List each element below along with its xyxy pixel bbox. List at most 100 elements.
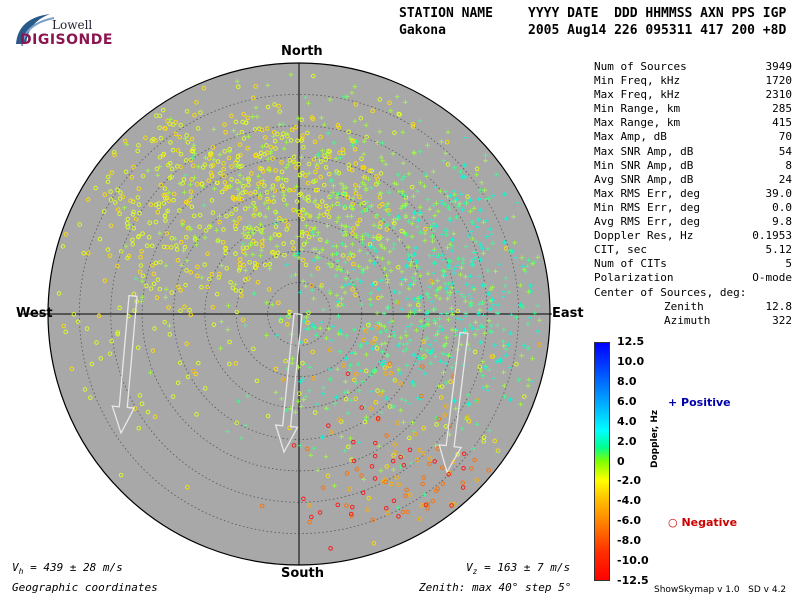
stat-value: 39.0: [765, 186, 793, 200]
positive-source: +: [348, 249, 354, 259]
positive-source: +: [259, 229, 265, 239]
positive-source: +: [352, 349, 358, 359]
negative-source: [170, 147, 176, 153]
negative-source: [160, 107, 166, 113]
negative-source: [326, 206, 331, 211]
positive-source: +: [473, 237, 479, 247]
positive-source: +: [182, 188, 188, 198]
negative-source: [342, 191, 348, 197]
center-label: Azimuth: [664, 313, 711, 327]
negative-source: [378, 171, 384, 176]
positive-source: +: [238, 178, 244, 188]
negative-source: [361, 200, 367, 206]
positive-source: +: [463, 133, 469, 143]
negative-source: [226, 155, 232, 161]
positive-source: +: [411, 280, 417, 290]
negative-source: [306, 198, 311, 203]
negative-source: [140, 273, 146, 279]
positive-source: +: [409, 459, 415, 469]
negative-source: [197, 212, 203, 218]
positive-source: +: [315, 213, 321, 223]
positive-source: +: [245, 392, 251, 402]
negative-source: [359, 156, 364, 161]
positive-source: +: [519, 352, 525, 362]
positive-source: +: [343, 222, 349, 232]
negative-source: [253, 207, 258, 212]
positive-source: +: [391, 375, 397, 385]
negative-source: [291, 187, 296, 193]
negative-source: [257, 154, 263, 160]
positive-source: +: [183, 171, 189, 181]
positive-source: +: [218, 344, 224, 354]
positive-source: +: [490, 239, 496, 249]
positive-source: +: [422, 229, 428, 239]
doppler-color-scale: [594, 342, 610, 581]
negative-source: [266, 166, 272, 171]
positive-source: +: [503, 214, 509, 224]
center-of-sources-title: Center of Sources, deg:: [594, 285, 747, 299]
negative-source: [229, 211, 234, 217]
negative-source: [153, 260, 159, 266]
negative-source: [284, 178, 289, 183]
positive-source: +: [417, 395, 423, 405]
positive-source: +: [235, 185, 241, 195]
negative-source: [228, 280, 233, 285]
north-label: North: [281, 44, 323, 59]
positive-source: +: [380, 215, 386, 225]
positive-source: +: [303, 325, 309, 335]
negative-source: [337, 150, 342, 156]
positive-source: +: [469, 235, 475, 245]
positive-source: +: [374, 233, 380, 243]
negative-source: [293, 124, 299, 130]
negative-source: [175, 148, 181, 153]
negative-source: [260, 168, 266, 174]
negative-source: [254, 262, 260, 268]
positive-source: +: [458, 316, 464, 326]
positive-source: +: [419, 353, 425, 363]
negative-source: [238, 288, 243, 293]
positive-source: +: [250, 250, 256, 260]
positive-source: +: [442, 271, 448, 281]
positive-source: +: [439, 138, 445, 148]
positive-source: +: [284, 201, 290, 211]
stat-label: Max Amp, dB: [594, 130, 667, 144]
negative-source: [260, 243, 265, 249]
negative-source: [284, 227, 289, 232]
positive-source: +: [324, 334, 330, 344]
positive-source: +: [296, 249, 302, 259]
positive-source: +: [418, 293, 424, 303]
negative-source: [303, 173, 308, 178]
positive-source: +: [345, 409, 351, 419]
negative-source: [224, 213, 229, 219]
positive-source: +: [260, 142, 266, 152]
positive-source: +: [392, 179, 398, 189]
negative-source: [165, 208, 170, 214]
positive-source: +: [311, 294, 317, 304]
skymap-plot: + + + + + + + + + + + + + + + + + + + + + + + + + + + + + + + + + + + + + + + +…: [18, 62, 552, 566]
negative-source: [230, 195, 236, 200]
negative-source: [158, 259, 163, 265]
positive-source: +: [502, 190, 508, 200]
negative-source: [63, 232, 69, 237]
positive-source: +: [425, 290, 431, 300]
negative-source: [299, 138, 304, 143]
negative-source: [131, 226, 137, 231]
positive-source: +: [487, 327, 493, 337]
stat-label: Polarization: [594, 271, 674, 285]
positive-source: +: [457, 200, 463, 210]
negative-source: [183, 199, 189, 205]
positive-source: +: [406, 169, 412, 179]
positive-source: +: [351, 194, 357, 204]
negative-source: [245, 115, 250, 120]
logo-digisonde-text: DIGISONDE: [20, 32, 113, 48]
negative-source: [205, 284, 210, 290]
negative-source: [222, 122, 227, 127]
positive-source: +: [520, 302, 526, 312]
negative-source: [173, 120, 178, 125]
positive-source: +: [471, 220, 477, 230]
negative-source: [315, 187, 321, 193]
negative-source: [256, 181, 261, 187]
positive-legend-label: Positive: [681, 396, 731, 409]
positive-source: +: [373, 247, 379, 257]
positive-source: +: [327, 287, 333, 297]
